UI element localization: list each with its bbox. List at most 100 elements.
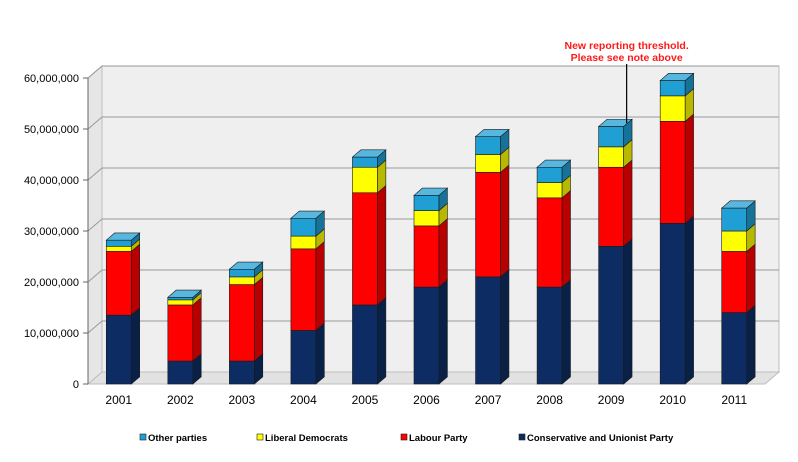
bar-segment-other-parties <box>229 268 255 278</box>
bar-segment-conservative-and-unionist-party <box>475 276 501 385</box>
x-axis-ticks: 2001 2002 2003 2004 2005 2006 2007 2008 2009 2010… <box>105 393 747 407</box>
bar-top-other-parties <box>536 159 572 168</box>
bar-side-conservative-and-unionist-party <box>377 297 387 385</box>
legend-label: Other parties <box>148 433 207 444</box>
annotation-text-line-1: New reporting threshold. <box>565 40 689 52</box>
x-tick-label: 2010 <box>659 393 686 407</box>
bar-top-other-parties <box>659 73 695 81</box>
bar-side-conservative-and-unionist-party <box>684 215 694 385</box>
bar-side-conservative-and-unionist-party <box>746 304 756 385</box>
bar-top-other-parties <box>228 261 264 270</box>
legend-swatch <box>256 433 264 441</box>
bar-segment-conservative-and-unionist-party <box>536 286 563 385</box>
bar-side-conservative-and-unionist-party <box>438 279 448 385</box>
x-tick-label: 2001 <box>105 393 132 407</box>
bar-stack-2007 <box>474 128 510 385</box>
bar-segment-other-parties <box>598 126 624 148</box>
bar-segment-conservative-and-unionist-party <box>352 304 378 385</box>
bar-segment-other-parties <box>167 296 194 301</box>
legend-swatch <box>400 433 408 441</box>
bar-segment-liberal-democrats <box>475 154 501 173</box>
bar-segment-liberal-democrats <box>105 246 132 252</box>
x-tick-label: 2003 <box>229 393 256 407</box>
bar-segment-liberal-democrats <box>352 166 378 194</box>
bar-top-other-parties <box>167 289 203 298</box>
bar-segment-other-parties <box>475 136 501 155</box>
bar-segment-labour-party <box>413 225 440 288</box>
y-tick-label: 30,000,000 <box>24 226 79 238</box>
bar-segment-other-parties <box>413 195 440 211</box>
legend-label: Liberal Democrats <box>265 433 348 444</box>
y-tick-label: 60,000,000 <box>24 73 79 85</box>
bar-stack-2005 <box>351 149 387 385</box>
bar-segment-other-parties <box>659 80 686 97</box>
legend-label: Conservative and Unionist Party <box>527 433 674 444</box>
gridline <box>87 65 779 79</box>
gridline <box>87 116 779 130</box>
bar-segment-labour-party <box>290 248 317 331</box>
bar-side-labour-party <box>623 159 633 247</box>
bar-stack-2001 <box>105 232 141 385</box>
bars <box>105 72 756 385</box>
bar-side-conservative-and-unionist-party <box>561 279 571 385</box>
x-tick-label: 2008 <box>536 393 563 407</box>
bar-segment-conservative-and-unionist-party <box>659 223 686 385</box>
bar-segment-conservative-and-unionist-party <box>413 286 440 385</box>
x-tick-label: 2006 <box>413 393 440 407</box>
bar-segment-conservative-and-unionist-party <box>290 330 317 385</box>
legend-item: Conservative and Unionist Party <box>518 433 674 444</box>
bar-stack-2011 <box>720 200 756 385</box>
bar-segment-labour-party <box>105 251 132 316</box>
bar-segment-conservative-and-unionist-party <box>105 314 132 385</box>
bar-segment-labour-party <box>229 284 255 362</box>
bar-side-labour-party <box>438 218 448 288</box>
y-tick-label: 50,000,000 <box>24 124 79 136</box>
bar-segment-conservative-and-unionist-party <box>167 360 194 385</box>
bar-side-labour-party <box>192 297 202 362</box>
bar-stack-2008 <box>536 159 572 385</box>
y-tick-label: 10,000,000 <box>24 328 79 340</box>
bar-segment-labour-party <box>475 172 501 278</box>
bar-top-other-parties <box>351 149 387 158</box>
bar-segment-liberal-democrats <box>721 230 748 252</box>
bar-segment-other-parties <box>290 217 317 237</box>
bar-segment-liberal-democrats <box>536 182 563 199</box>
x-tick-label: 2005 <box>352 393 379 407</box>
bar-top-other-parties <box>290 210 326 219</box>
bar-side-conservative-and-unionist-party <box>500 269 510 385</box>
y-axis-ticks: 0 10,000,000 20,000,000 30,000,000 40,000,00… <box>24 73 89 391</box>
bar-segment-conservative-and-unionist-party <box>598 246 624 385</box>
bar-segment-liberal-democrats <box>598 146 624 168</box>
bar-side-conservative-and-unionist-party <box>315 322 325 385</box>
x-tick-label: 2002 <box>167 393 194 407</box>
bar-top-other-parties <box>413 187 449 196</box>
bar-segment-labour-party <box>536 197 563 288</box>
y-tick-label: 40,000,000 <box>24 175 79 187</box>
bar-stack-2010 <box>659 72 695 385</box>
y-tick-label: 0 <box>73 379 79 391</box>
bar-side-labour-party <box>315 240 325 332</box>
bar-segment-labour-party <box>659 121 686 224</box>
bar-segment-labour-party <box>721 251 748 313</box>
bar-stack-2003 <box>228 261 264 385</box>
bar-side-conservative-and-unionist-party <box>130 307 140 385</box>
x-tick-label: 2004 <box>290 393 317 407</box>
bar-side-labour-party <box>130 243 140 316</box>
legend-label: Labour Party <box>409 433 468 444</box>
annotation-text-line-2: Please see note above <box>571 52 683 64</box>
bar-segment-conservative-and-unionist-party <box>721 312 748 385</box>
legend-item: Other parties <box>139 433 207 444</box>
bar-top-other-parties <box>105 232 141 241</box>
legend-item: Labour Party <box>400 433 468 444</box>
x-tick-label: 2009 <box>598 393 625 407</box>
bar-segment-other-parties <box>105 239 132 247</box>
bar-side-labour-party <box>684 113 694 225</box>
bar-side-labour-party <box>500 164 510 278</box>
legend-swatch <box>139 433 147 441</box>
bar-top-other-parties <box>474 129 510 137</box>
bar-stack-2009 <box>597 118 633 385</box>
bar-top-other-parties <box>597 118 633 127</box>
legend: Other parties Liberal Democrats Labour Par… <box>139 433 674 444</box>
bar-segment-liberal-democrats <box>659 95 686 122</box>
